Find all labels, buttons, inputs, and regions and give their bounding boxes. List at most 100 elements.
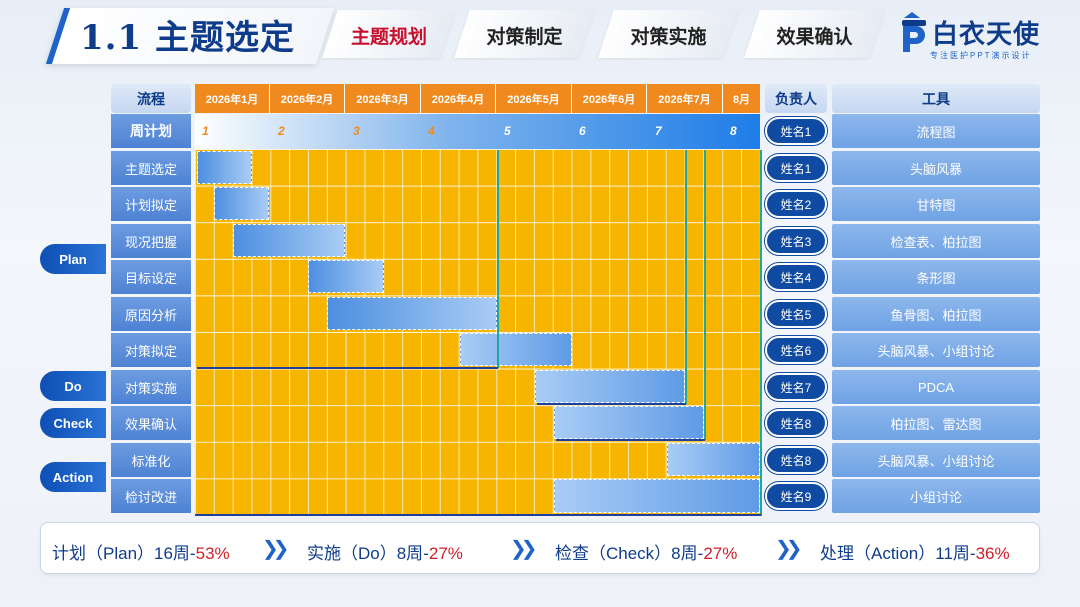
owner-badge: 姓名1: [765, 154, 827, 182]
step-label: 标准化: [111, 443, 191, 477]
month-cell: 2026年1月: [195, 84, 270, 113]
owner-badge: 姓名1: [765, 117, 827, 145]
connector-line: [195, 514, 761, 516]
connector-line: [704, 150, 706, 440]
tab-effect[interactable]: 效果确认: [776, 27, 853, 48]
week-number: 8: [730, 124, 737, 138]
double-chevron-icon: ❯❯: [510, 538, 537, 560]
week-number: 3: [353, 124, 360, 138]
step-label: 目标设定: [111, 260, 191, 294]
tool-cell: PDCA: [832, 370, 1040, 404]
tab-implementation[interactable]: 对策实施: [630, 27, 707, 48]
summary-check-text: 检查（Check）8周-: [555, 544, 704, 563]
owner-badge: 姓名3: [765, 227, 827, 255]
gantt-bar: [554, 479, 760, 513]
brand-tagline: 专注医护PPT演示设计: [930, 51, 1032, 60]
step-label: 原因分析: [111, 297, 191, 331]
tool-cell: 检查表、柏拉图: [832, 224, 1040, 258]
gantt-bar: [327, 297, 497, 330]
month-cell: 2026年4月: [421, 84, 496, 113]
brand-name: 白衣天使: [932, 19, 1041, 49]
summary-plan-text: 计划（Plan）16周-: [52, 544, 196, 563]
connector-line: [760, 150, 762, 516]
week-number: 4: [428, 124, 435, 138]
step-label: 对策拟定: [111, 333, 191, 367]
month-cell: 8月: [723, 84, 760, 113]
week-plan-label: 周计划: [111, 114, 191, 148]
connector-line: [556, 439, 705, 441]
week-number: 6: [579, 124, 586, 138]
connector-line: [197, 367, 498, 369]
phase-check: Check: [40, 408, 106, 438]
summary-plan: 计划（Plan）16周-53%: [52, 539, 230, 564]
step-label: 对策实施: [111, 370, 191, 404]
gantt-bar: [535, 370, 685, 403]
month-cell: 2026年7月: [647, 84, 723, 113]
summary-action: 处理（Action）11周-36%: [820, 539, 1010, 564]
summary-do: 实施（Do）8周-27%: [307, 539, 463, 564]
tool-header: 工具: [832, 84, 1040, 113]
owner-badge: 姓名5: [765, 300, 827, 328]
step-label: 主题选定: [111, 151, 191, 185]
tool-cell: 甘特图: [832, 187, 1040, 221]
tool-cell: 条形图: [832, 260, 1040, 294]
gantt-bar: [197, 151, 252, 184]
week-number: 1: [202, 124, 209, 138]
gantt-bar: [667, 443, 760, 476]
gantt-bar: [233, 224, 345, 257]
phase-do: Do: [40, 371, 106, 401]
summary-action-percent: 36%: [975, 544, 1010, 563]
summary-bar: [40, 522, 1040, 574]
tool-cell: 小组讨论: [832, 479, 1040, 513]
owner-badge: 姓名6: [765, 336, 827, 364]
phase-plan: Plan: [40, 244, 106, 274]
summary-action-text: 处理（Action）11周-: [820, 544, 976, 563]
connector-line: [497, 150, 499, 368]
tool-cell: 柏拉图、雷达图: [832, 406, 1040, 440]
gantt-grid: [195, 149, 760, 515]
week-row: [195, 114, 760, 149]
step-label: 计划拟定: [111, 187, 191, 221]
week-number: 7: [655, 124, 662, 138]
week-number: 2: [278, 124, 285, 138]
step-label: 效果确认: [111, 406, 191, 440]
tool-cell: 鱼骨图、柏拉图: [832, 297, 1040, 331]
connector-line: [685, 150, 687, 404]
gantt-bar: [214, 187, 269, 220]
tool-cell: 头脑风暴、小组讨论: [832, 333, 1040, 367]
connector-line: [537, 403, 686, 405]
step-label: 现况把握: [111, 224, 191, 258]
summary-do-percent: 27%: [428, 544, 463, 563]
tab-countermeasure[interactable]: 对策制定: [486, 27, 563, 48]
tool-cell: 头脑风暴: [832, 151, 1040, 185]
gantt-bar: [308, 260, 384, 293]
gantt-bar: [554, 406, 704, 439]
phase-action: Action: [40, 462, 106, 492]
step-label: 检讨改进: [111, 479, 191, 513]
summary-plan-percent: 53%: [195, 544, 230, 563]
owner-badge: 姓名9: [765, 482, 827, 510]
owner-badge: 姓名8: [765, 409, 827, 437]
owner-badge: 姓名8: [765, 446, 827, 474]
summary-check: 检查（Check）8周-27%: [555, 539, 737, 564]
owner-badge: 姓名4: [765, 263, 827, 291]
owner-header: 负责人: [765, 84, 827, 113]
summary-do-text: 实施（Do）8周-: [307, 544, 429, 563]
summary-check-percent: 27%: [703, 544, 738, 563]
tab-plan[interactable]: 主题规划: [350, 27, 427, 48]
double-chevron-icon: ❯❯: [775, 538, 802, 560]
double-chevron-icon: ❯❯: [262, 538, 289, 560]
month-cell: 2026年6月: [572, 84, 647, 113]
month-cell: 2026年3月: [345, 84, 421, 113]
flow-header: 流程: [111, 84, 191, 113]
tool-cell: 头脑风暴、小组讨论: [832, 443, 1040, 477]
month-cell: 2026年2月: [270, 84, 345, 113]
brand-logo-icon: [902, 12, 926, 52]
tool-cell: 流程图: [832, 114, 1040, 148]
owner-badge: 姓名7: [765, 373, 827, 401]
week-number: 5: [504, 124, 511, 138]
page-title: 1.1 主题选定: [80, 18, 295, 58]
gantt-bar: [460, 333, 572, 366]
owner-badge: 姓名2: [765, 190, 827, 218]
month-cell: 2026年5月: [496, 84, 572, 113]
